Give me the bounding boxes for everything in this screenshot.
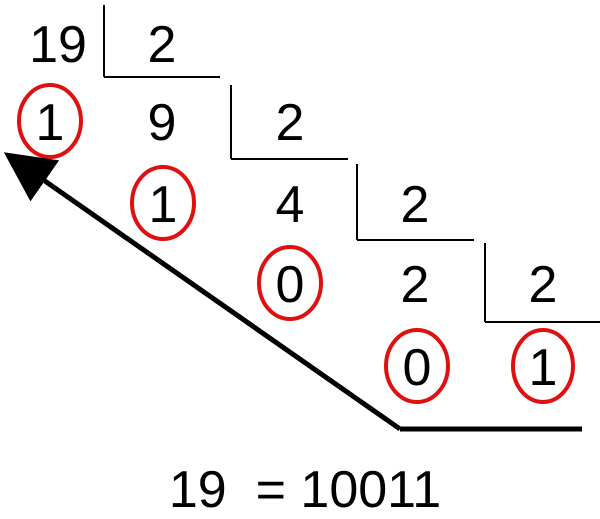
division-bracket-4 (484, 243, 600, 323)
remainder-2: 1 (149, 176, 178, 234)
division-bracket-3 (356, 164, 474, 241)
division-bracket-1 (103, 5, 220, 78)
divisor-step-3: 2 (401, 176, 430, 234)
dividend-9: 9 (148, 94, 177, 152)
final-quotient-circle (511, 328, 575, 404)
remainder-circle-2 (130, 165, 196, 241)
remainder-circle-4 (384, 328, 450, 404)
dividend-2: 2 (401, 256, 430, 314)
divisor-step-2: 2 (276, 94, 305, 152)
divisor-step-4: 2 (529, 256, 558, 314)
division-bracket-2 (230, 85, 348, 160)
dividend-4: 4 (276, 176, 305, 234)
final-quotient: 1 (529, 339, 558, 397)
remainder-circle-3 (257, 245, 323, 321)
divisor-step-1: 2 (148, 16, 177, 74)
remainder-3: 0 (276, 256, 305, 314)
result-equation: 19 = 10011 (169, 461, 441, 519)
dividend-19: 19 (29, 16, 87, 74)
remainder-1: 1 (36, 94, 65, 152)
read-direction-arrow (3, 152, 582, 432)
remainder-4: 0 (403, 339, 432, 397)
